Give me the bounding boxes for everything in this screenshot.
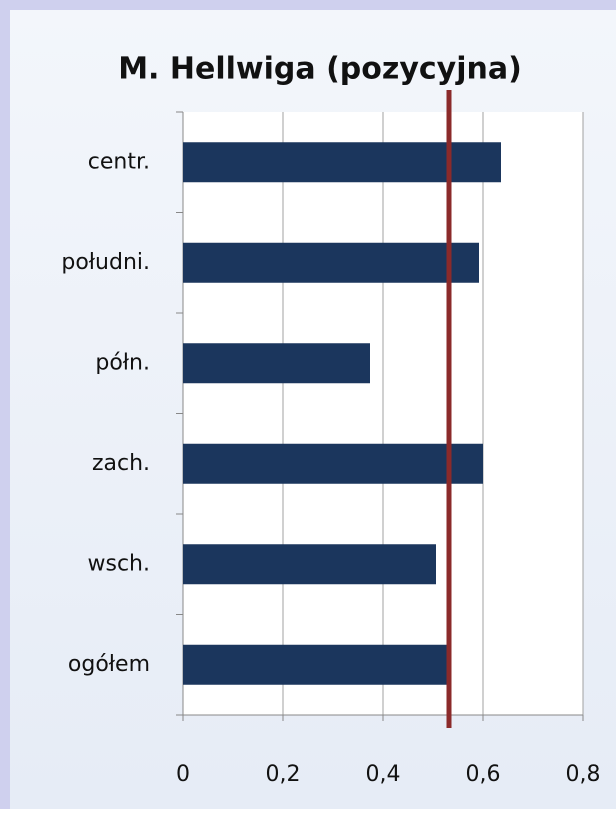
bar (183, 443, 483, 484)
bar (183, 242, 479, 283)
x-tick-label: 0,6 (466, 762, 501, 787)
y-tick-label: wsch. (88, 551, 151, 576)
x-tick-label: 0 (176, 762, 190, 787)
bar (183, 142, 501, 183)
bar (183, 343, 370, 384)
x-tick-label: 0,2 (266, 762, 301, 787)
bar (183, 644, 447, 685)
y-tick-label: półn. (95, 350, 150, 375)
y-tick-label: ogółem (68, 652, 150, 677)
x-tick-label: 0,8 (566, 762, 601, 787)
bar (183, 544, 436, 585)
x-tick-label: 0,4 (366, 762, 401, 787)
y-tick-label: zach. (92, 451, 150, 476)
y-tick-label: centr. (88, 149, 150, 174)
chart-title: M. Hellwiga (pozycyjna) (118, 52, 522, 87)
y-tick-label: południ. (61, 250, 150, 275)
